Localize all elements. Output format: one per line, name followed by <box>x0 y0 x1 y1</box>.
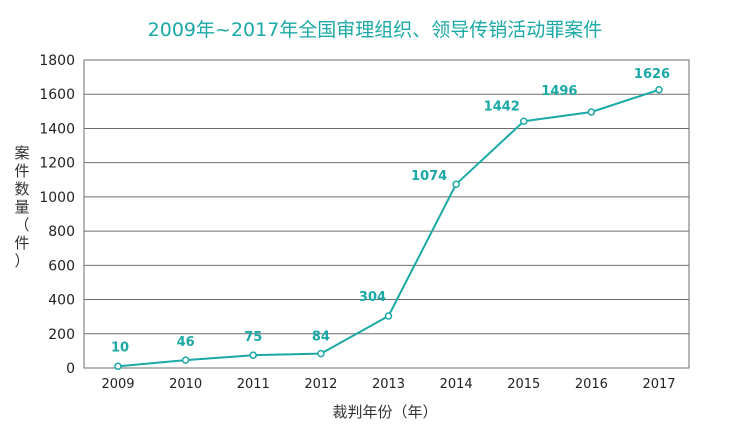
data-label: 46 <box>177 335 195 350</box>
data-label: 10 <box>111 340 129 355</box>
data-label: 1442 <box>484 99 520 114</box>
data-label: 1626 <box>634 67 670 82</box>
x-tick-label: 2011 <box>237 377 270 392</box>
gridlines <box>84 93 689 335</box>
y-tick-label: 0 <box>66 361 75 377</box>
data-point <box>114 362 122 371</box>
y-tick-label: 800 <box>48 224 75 240</box>
x-tick-label: 2010 <box>169 377 202 392</box>
x-axis-ticks: 2009 2010 2011 2012 2013 2014 2015 2016 2017 <box>101 377 675 392</box>
data-label: 1074 <box>411 169 447 184</box>
data-point <box>655 86 663 94</box>
data-points <box>114 86 663 371</box>
x-tick-label: 2013 <box>372 377 405 392</box>
y-axis-title-char: 数 <box>14 180 29 198</box>
y-axis-title-char: 件 <box>14 162 29 180</box>
y-tick-label: 400 <box>48 293 75 309</box>
x-tick-label: 2012 <box>304 377 337 392</box>
data-point <box>384 312 393 320</box>
data-point <box>587 108 596 116</box>
data-labels: 10 46 75 84 304 1074 1442 1496 1626 <box>111 67 670 356</box>
y-tick-label: 1400 <box>39 121 75 137</box>
y-tick-label: 1600 <box>39 87 75 103</box>
y-tick-label: 200 <box>48 327 75 343</box>
data-label: 1496 <box>541 84 577 99</box>
y-axis-title-char: 量 <box>14 198 29 216</box>
data-point <box>317 349 325 358</box>
x-axis-title: 裁判年份（年） <box>332 403 437 421</box>
data-point <box>181 356 190 364</box>
y-tick-label: 1800 <box>39 53 75 69</box>
series-line <box>117 88 660 368</box>
data-point <box>249 351 257 359</box>
data-label: 75 <box>244 330 262 345</box>
y-axis-title-char: ） <box>14 252 29 270</box>
y-tick-label: 1200 <box>39 156 75 172</box>
data-point <box>520 117 528 126</box>
y-axis-title-char: （ <box>14 216 29 234</box>
y-tick-label: 1000 <box>39 190 75 206</box>
data-label: 304 <box>359 290 386 305</box>
x-tick-label: 2009 <box>101 377 134 392</box>
y-tick-label: 600 <box>48 258 75 274</box>
x-tick-label: 2017 <box>642 377 675 392</box>
y-axis-title-char: 件 <box>14 234 29 252</box>
chart-title: 2009年~2017年全国审理组织、领导传销活动罪案件 <box>148 19 603 41</box>
y-axis-title-char: 案 <box>14 144 29 162</box>
y-axis-ticks: 0 200 400 600 800 1000 1200 1400 1600 1800 <box>39 53 75 377</box>
data-point <box>452 180 460 188</box>
x-tick-label: 2014 <box>440 377 473 392</box>
plot-frame <box>83 59 690 369</box>
x-tick-label: 2016 <box>575 377 608 392</box>
data-label: 84 <box>312 330 330 345</box>
x-tick-label: 2015 <box>507 377 540 392</box>
